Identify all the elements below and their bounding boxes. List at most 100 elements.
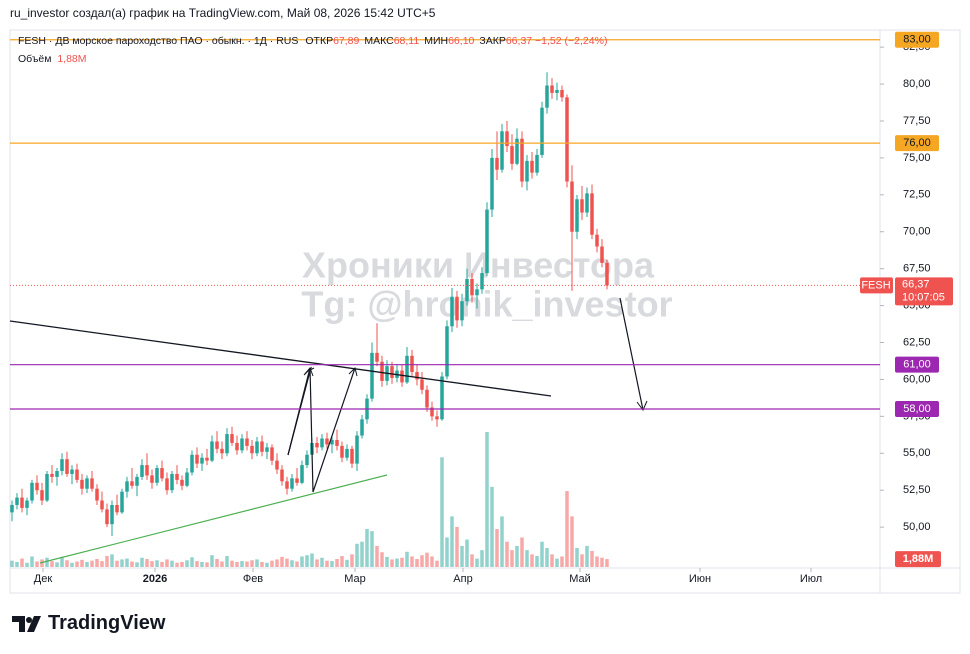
candle-body	[125, 481, 129, 492]
logo-dot	[26, 617, 32, 623]
candle-body	[40, 490, 44, 501]
volume-bar	[270, 560, 274, 567]
candle-body	[575, 199, 579, 232]
y-tick-label: 72,50	[903, 189, 931, 201]
candle-body	[550, 85, 554, 93]
countdown-label: 10:07:05	[902, 291, 945, 303]
volume-bar	[110, 554, 114, 567]
volume-bar	[210, 555, 214, 567]
volume-bar	[220, 561, 224, 567]
candle-body	[55, 471, 59, 477]
volume-bar	[225, 556, 229, 567]
candle-body	[475, 289, 479, 296]
volume-bar	[35, 561, 39, 567]
candle-body	[340, 445, 344, 458]
candle-body	[185, 472, 189, 486]
volume-bar	[150, 561, 154, 567]
candle-body	[410, 355, 414, 373]
candle-body	[600, 246, 604, 263]
candle-body	[20, 497, 24, 508]
candle-body	[360, 419, 364, 436]
volume-bar	[415, 558, 419, 567]
candle-body	[420, 379, 424, 390]
candle-body	[295, 478, 299, 483]
volume-bar	[355, 543, 359, 567]
candle-body	[570, 181, 574, 232]
candle-body	[560, 89, 564, 98]
candle-body	[530, 160, 534, 173]
volume-bar	[230, 560, 234, 567]
volume-bar	[10, 560, 14, 567]
x-tick-label: Июн	[689, 573, 711, 585]
level-label: 83,00	[903, 34, 931, 46]
candle-body	[265, 447, 269, 452]
x-tick-label: 2026	[143, 573, 167, 585]
watermark-line: Хроники Инвестора	[302, 245, 655, 286]
candle-body	[375, 352, 379, 362]
candle-body	[235, 442, 239, 451]
candle-body	[595, 234, 599, 247]
volume-bar	[30, 556, 34, 567]
candle-body	[25, 500, 29, 508]
y-tick-label: 55,00	[903, 447, 931, 459]
candle-body	[315, 442, 319, 448]
volume-bar	[430, 556, 434, 567]
candle-body	[175, 473, 179, 480]
logo-shape	[12, 616, 41, 632]
y-tick-label: 67,50	[903, 263, 931, 275]
candle-body	[255, 441, 259, 454]
volume-tag	[895, 551, 941, 568]
volume-bar	[555, 558, 559, 567]
candle-body	[380, 361, 384, 381]
x-tick-label: Апр	[453, 573, 472, 585]
volume-bar	[90, 560, 94, 567]
legend-value: 68,11	[393, 35, 420, 47]
candle-body	[460, 301, 464, 321]
candle-body	[435, 416, 439, 420]
volume-bar	[490, 486, 494, 567]
volume-bar	[585, 545, 589, 567]
candle-body	[325, 438, 329, 445]
volume-bar	[50, 561, 54, 567]
candle-body	[540, 107, 544, 155]
volume-bar	[470, 554, 474, 567]
volume-bar	[580, 554, 584, 567]
candle-body	[70, 469, 74, 474]
volume-bar	[55, 562, 59, 567]
candle-body	[75, 469, 79, 480]
candle-body	[155, 468, 159, 483]
y-tick-label: 60,00	[903, 373, 931, 385]
volume-bar	[530, 554, 534, 567]
volume-bar	[465, 539, 469, 567]
volume-bar	[560, 556, 564, 567]
candle-body	[135, 476, 139, 486]
candle-body	[495, 157, 499, 170]
candle-body	[275, 460, 279, 470]
change-pct: (−2,24%)	[564, 35, 608, 47]
candle-body	[85, 478, 89, 489]
candle-body	[215, 441, 219, 449]
support-line	[39, 474, 388, 564]
watermark: Хроники Инвестора Tg: @hronik_investor	[301, 245, 672, 325]
volume-bar	[40, 559, 44, 567]
candle-body	[200, 457, 204, 464]
volume-bar	[315, 559, 319, 567]
candle-body	[455, 296, 459, 321]
y-tick-label: 75,00	[903, 152, 931, 164]
candle-body	[260, 441, 264, 452]
candle-body	[105, 509, 109, 525]
volume-bar	[460, 545, 464, 567]
candle-body	[585, 193, 589, 213]
volume-bar	[240, 561, 244, 567]
candle-body	[500, 131, 504, 170]
candle-body	[555, 89, 559, 93]
volume-bar	[440, 457, 444, 567]
candle-body	[440, 376, 444, 420]
candle-body	[525, 160, 529, 182]
volume-bar	[575, 548, 579, 567]
volume-bar	[570, 516, 574, 567]
volume-bar	[285, 558, 289, 567]
candle-body	[110, 504, 114, 525]
candle-body	[305, 454, 309, 466]
chart-frame	[9, 29, 961, 594]
